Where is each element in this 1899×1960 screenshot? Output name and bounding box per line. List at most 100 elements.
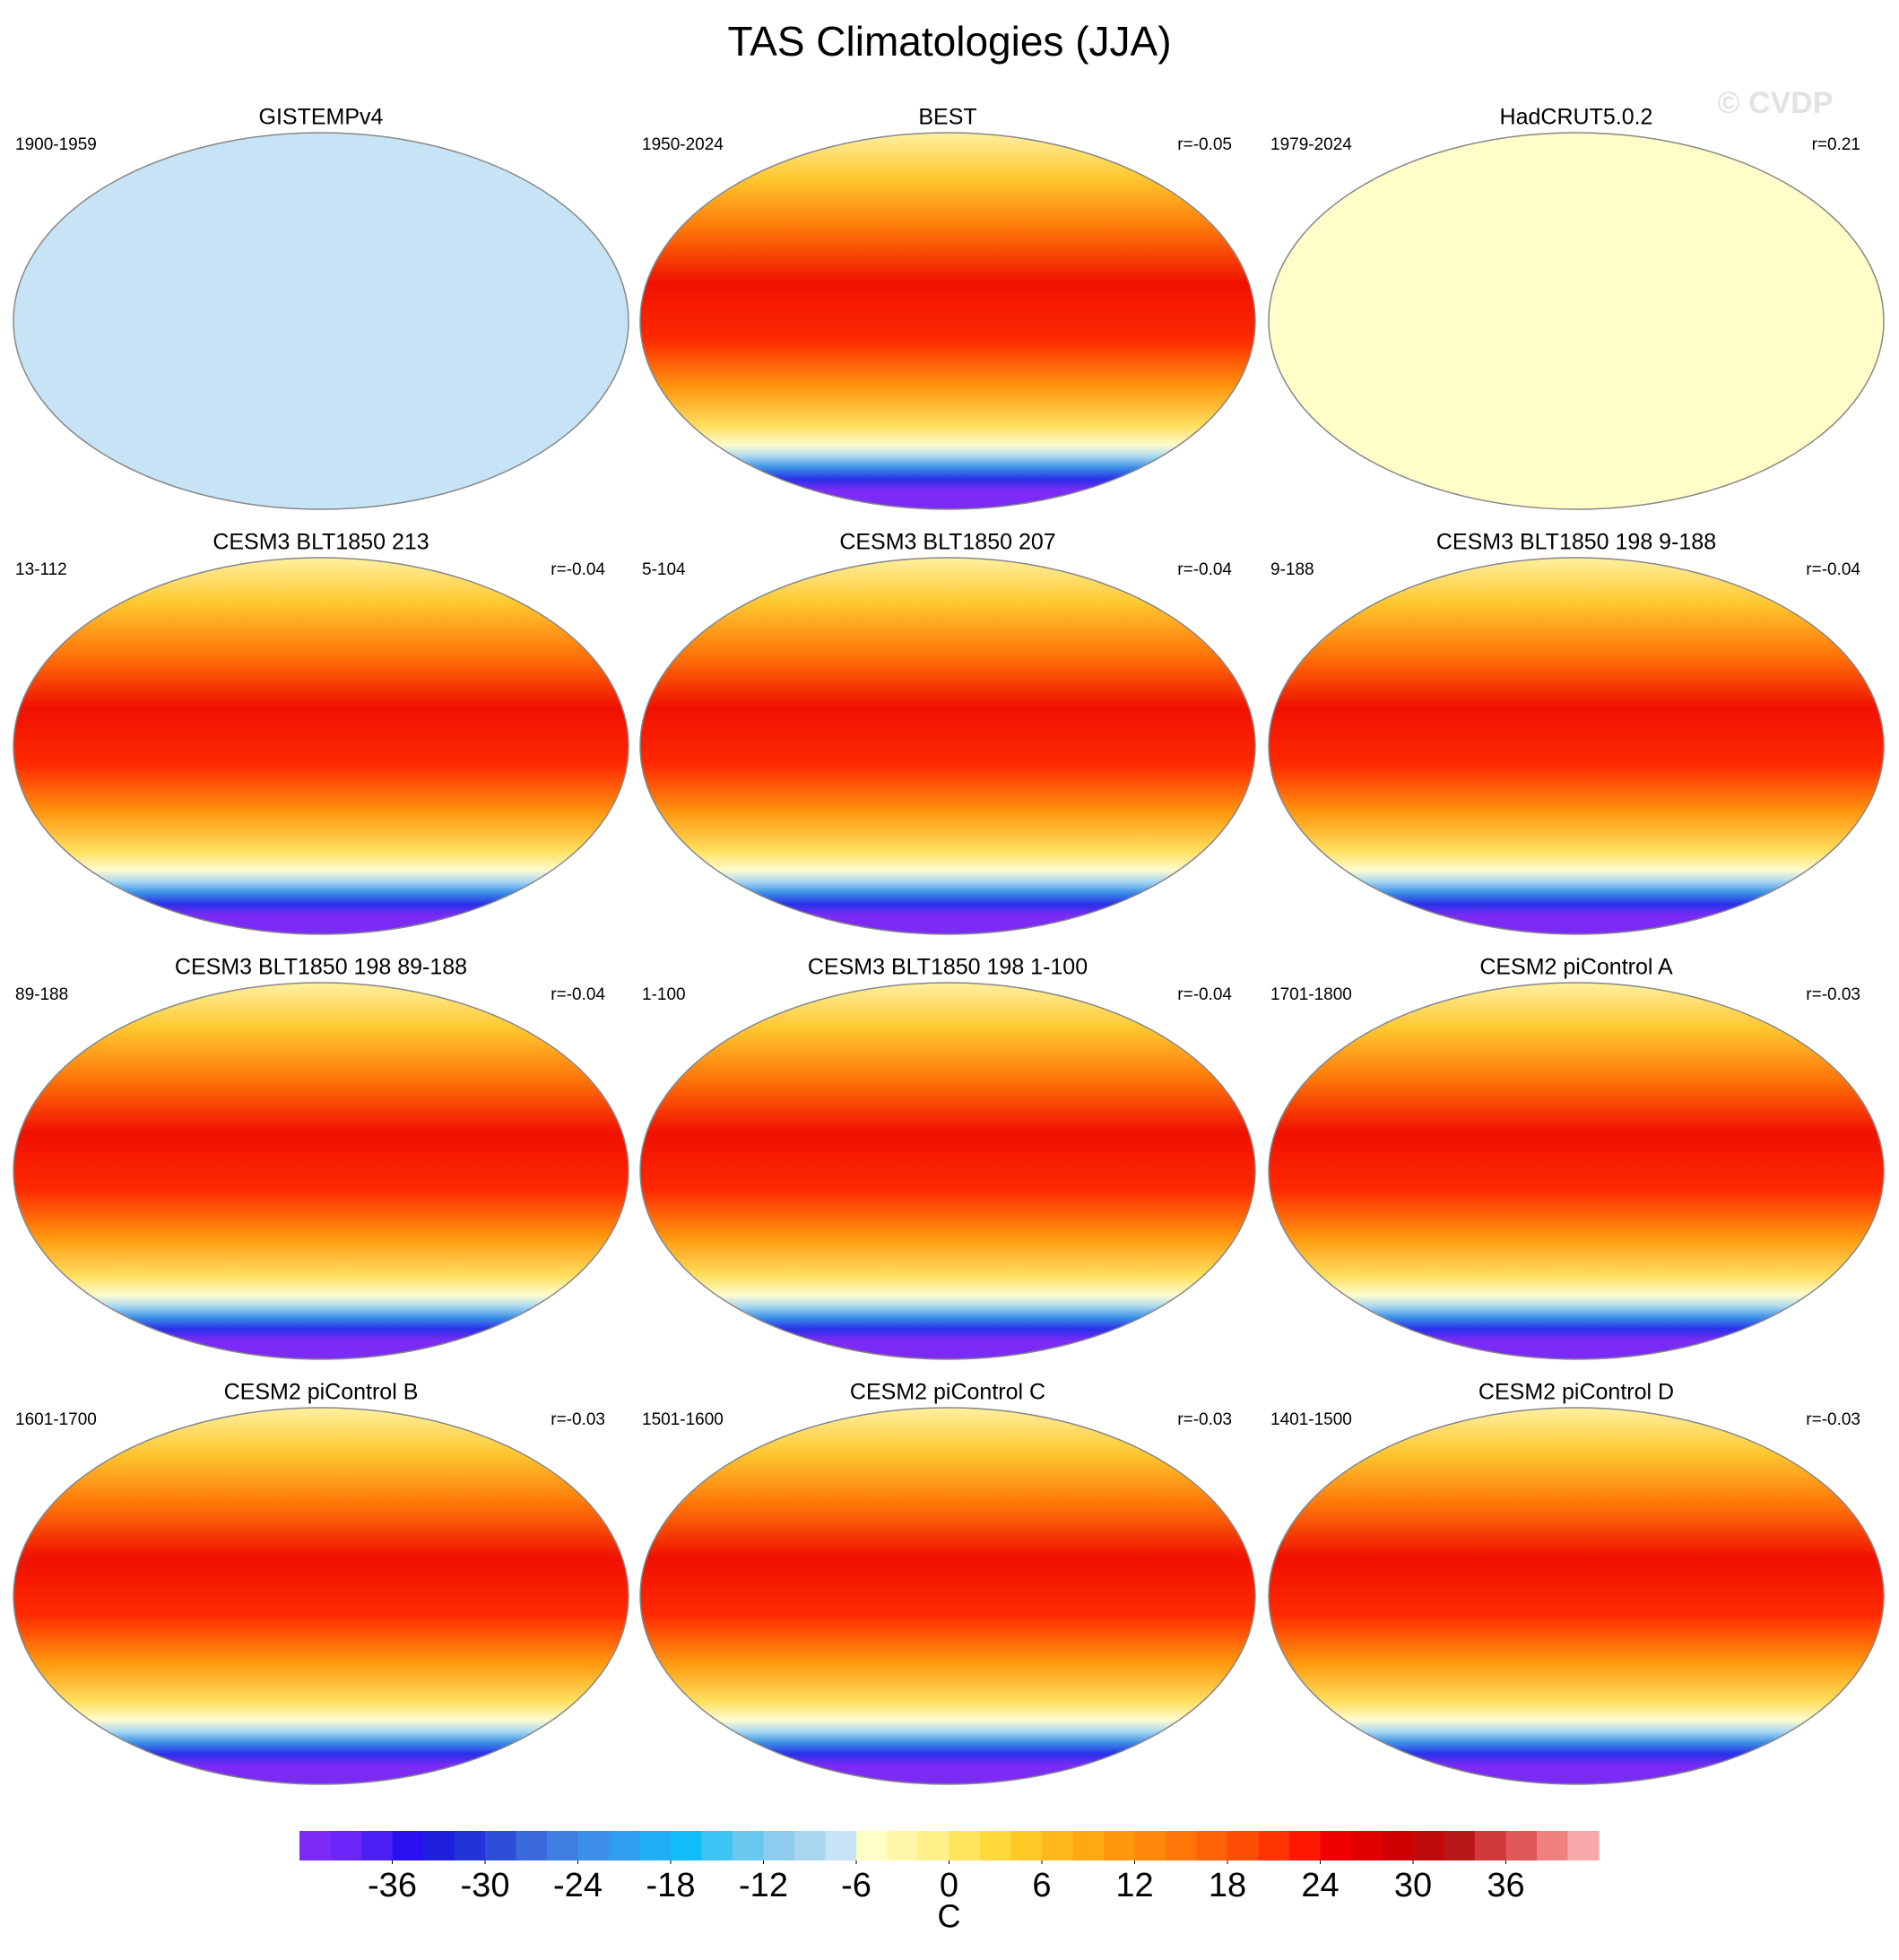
panel-correlation: r=-0.03 [551,1410,605,1429]
colorbar-tick-label: 12 [1115,1867,1153,1904]
panel-period: 1900-1959 [15,135,97,154]
map [13,1407,629,1785]
panel-period: 1701-1800 [1270,985,1352,1004]
colorbar-box [887,1831,919,1860]
colorbar-box [1382,1831,1414,1860]
colorbar-box [609,1831,640,1860]
map [13,132,629,510]
colorbar-box [1166,1831,1197,1860]
colorbar-box [547,1831,578,1860]
colorbar-box [1010,1831,1043,1860]
map [1268,1407,1885,1785]
panel-title: CESM2 piControl C [850,1380,1045,1405]
panel-correlation: r=0.21 [1812,135,1860,154]
panel-correlation: r=-0.04 [551,985,605,1004]
colorbar-tick-label: -30 [461,1867,510,1904]
colorbar-box [485,1831,516,1860]
colorbar-box [330,1831,362,1860]
map [1268,982,1885,1360]
map [639,557,1256,935]
panel-title: CESM2 piControl A [1479,955,1673,980]
panel-period: 1401-1500 [1270,1410,1352,1429]
colorbar-box [639,1831,672,1860]
colorbar-box [918,1831,950,1860]
colorbar-tick-label: 0 [940,1867,958,1904]
colorbar-tick-label: -24 [553,1867,603,1904]
panel-title: BEST [918,105,976,130]
colorbar-box [1475,1831,1506,1860]
colorbar-box [1413,1831,1444,1860]
panel-title: CESM2 piControl B [224,1380,419,1405]
colorbar-box [361,1831,393,1860]
panel-period: 1501-1600 [642,1410,724,1429]
colorbar-box [856,1831,888,1860]
colorbar-box [949,1831,981,1860]
colorbar-tick-label: -36 [368,1867,417,1904]
panel-period: 5-104 [642,560,686,579]
panel-period: 1950-2024 [642,135,724,154]
colorbar-box [1537,1831,1568,1860]
colorbar-box [794,1831,826,1860]
panel-correlation: r=-0.03 [1177,1410,1232,1429]
colorbar-box [733,1831,764,1860]
panel-period: 9-188 [1270,560,1314,579]
figure-title: TAS Climatologies (JJA) [727,18,1171,65]
colorbar-box [423,1831,455,1860]
panel-period: 1979-2024 [1270,135,1352,154]
map [13,982,629,1360]
panel-title: CESM3 BLT1850 213 [212,530,429,555]
colorbar-box [454,1831,486,1860]
panel-correlation: r=-0.03 [1806,985,1860,1004]
panel-title: CESM3 BLT1850 198 89-188 [175,955,467,980]
map [639,982,1256,1360]
colorbar-box [577,1831,610,1860]
colorbar-box [701,1831,733,1860]
colorbar-tick-label: -18 [646,1867,696,1904]
colorbar-box [763,1831,795,1860]
panel-title: CESM2 piControl D [1478,1380,1674,1405]
colorbar-tick-label: 18 [1209,1867,1246,1904]
panel-title: CESM3 BLT1850 207 [839,530,1055,555]
map [639,132,1256,510]
colorbar-box [392,1831,424,1860]
watermark: © CVDP [1718,86,1834,120]
panel-correlation: r=-0.04 [1177,985,1232,1004]
colorbar-box [671,1831,702,1860]
colorbar-label: C [938,1898,961,1935]
panel-correlation: r=-0.04 [1806,560,1860,579]
colorbar-tick-label: 36 [1487,1867,1524,1904]
panel-correlation: r=-0.04 [551,560,605,579]
map [1268,132,1885,510]
colorbar-box [1072,1831,1105,1860]
map [13,557,629,935]
panel-title: CESM3 BLT1850 198 1-100 [808,955,1088,980]
colorbar-box [1320,1831,1352,1860]
colorbar-box [1134,1831,1166,1860]
colorbar-box [1351,1831,1383,1860]
map [639,1407,1256,1785]
colorbar-tick-label: 6 [1032,1867,1051,1904]
colorbar-box [516,1831,548,1860]
colorbar-box [1104,1831,1135,1860]
panel-correlation: r=-0.04 [1177,560,1232,579]
panel-title: HadCRUT5.0.2 [1500,105,1653,130]
colorbar-tick-label: -12 [739,1867,788,1904]
panel-period: 1-100 [642,985,686,1004]
colorbar-box [1289,1831,1321,1860]
colorbar-tick-label: -6 [841,1867,871,1904]
panel-title: GISTEMPv4 [259,105,384,130]
colorbar-box [299,1831,331,1860]
colorbar-box [1567,1831,1600,1860]
colorbar-tick-label: 30 [1394,1867,1432,1904]
panel-period: 13-112 [15,560,67,579]
colorbar-box [1258,1831,1290,1860]
panel-title: CESM3 BLT1850 198 9-188 [1436,530,1716,555]
colorbar-box [980,1831,1011,1860]
colorbar-box [1227,1831,1259,1860]
colorbar-box [1196,1831,1228,1860]
map [1268,557,1885,935]
panel-correlation: r=-0.05 [1177,135,1232,154]
colorbar-box [825,1831,857,1860]
